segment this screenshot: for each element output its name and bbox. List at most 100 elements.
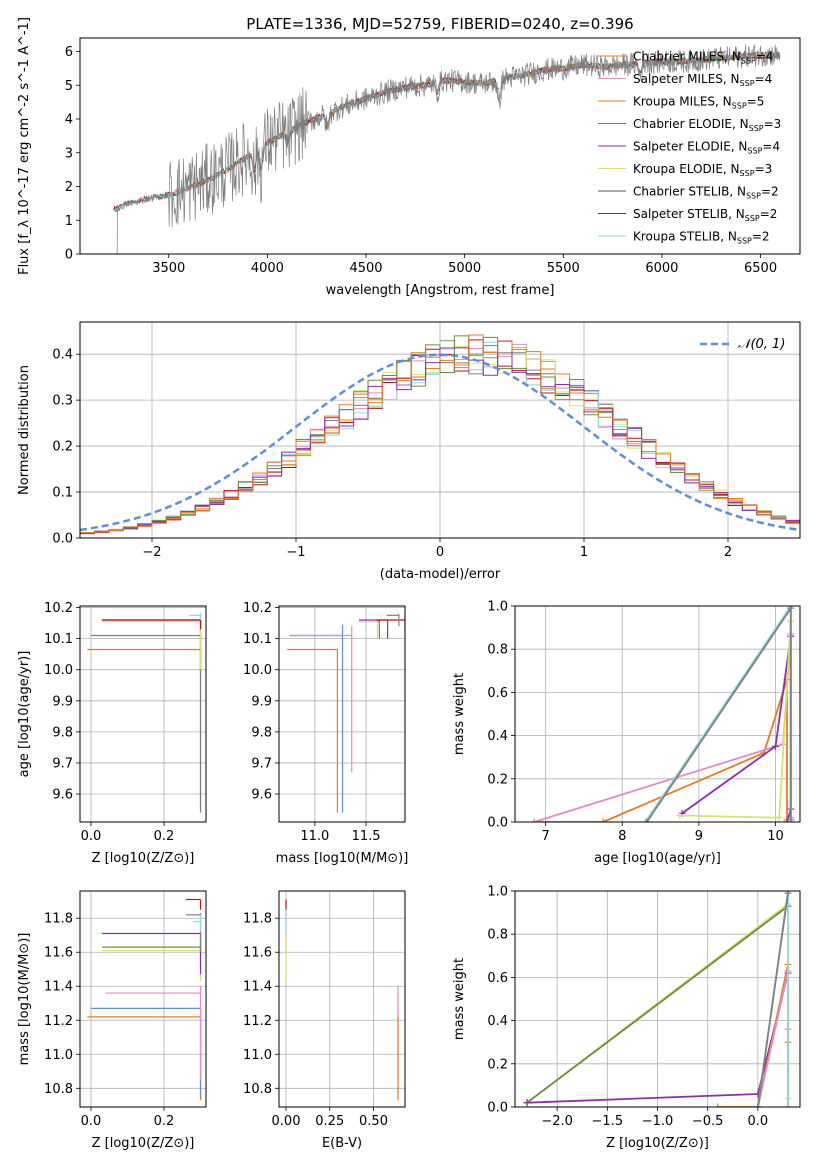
y-tick-label: 11.4 xyxy=(44,980,73,995)
y-tick-label: 11.8 xyxy=(243,912,272,927)
point-marker xyxy=(787,606,795,612)
y-tick-label: 10.0 xyxy=(44,663,73,678)
panel-massweight-vs-Z: −2.0 −1.5 −1.0 −0.5 0.0 0.0 0.2 0.4 0.6 0.8 1.0 Z [… xyxy=(452,885,801,1151)
legend: Chabrier MILES, NSSP=4 Salpeter MILES, NS… xyxy=(598,50,781,246)
y-tick-label: 11.6 xyxy=(243,946,272,961)
x-tick-label: 0.00 xyxy=(272,1114,301,1129)
x-axis-label: age [log10(age/yr)] xyxy=(594,851,721,866)
point-marker xyxy=(523,1099,531,1107)
y-tick-label: 0 xyxy=(65,248,73,263)
y-tick-label: 4 xyxy=(65,113,73,128)
y-tick-label: 0.6 xyxy=(487,686,508,701)
y-tick-label: 11.2 xyxy=(243,1014,272,1029)
legend-entry: Chabrier ELODIE, NSSP=3 xyxy=(633,117,781,133)
x-tick-label: 0.50 xyxy=(359,1114,388,1129)
x-tick-label: 4000 xyxy=(251,261,284,276)
y-tick-label: 10.2 xyxy=(44,601,73,616)
y-tick-label: 0.0 xyxy=(487,816,508,831)
x-tick-label: 0 xyxy=(436,545,444,560)
legend-entry: Chabrier STELIB, NSSP=2 xyxy=(633,185,779,201)
x-tick-label: 5500 xyxy=(547,261,580,276)
y-tick-label: 0.4 xyxy=(487,1014,508,1029)
panel-mass-vs-ebv: 0.00 0.25 0.50 10.8 11.0 11.2 11.4 11.6 11.8 E(B-… xyxy=(243,890,406,1151)
y-axis-label: mass weight xyxy=(452,958,467,1040)
y-axis-label: mass [log10(M/M⊙)] xyxy=(17,933,32,1066)
y-tick-label: 0.2 xyxy=(52,440,73,455)
x-tick-label: 1 xyxy=(580,545,588,560)
legend-entry: Salpeter STELIB, NSSP=2 xyxy=(633,207,777,223)
x-tick-label: 0.0 xyxy=(81,1114,102,1129)
y-tick-label: 11.6 xyxy=(44,946,73,961)
x-tick-label: 3500 xyxy=(152,261,185,276)
legend-entry: 𝒩(0, 1) xyxy=(738,337,785,352)
mass-weight-line xyxy=(717,964,789,1107)
y-tick-label: 2 xyxy=(65,180,73,195)
x-tick-label: 2 xyxy=(724,545,732,560)
x-axis-label: Z [log10(Z/Z⊙)] xyxy=(92,1136,195,1151)
axes-frame xyxy=(79,321,801,539)
y-axis-label: Normed distribution xyxy=(17,365,32,495)
y-tick-label: 10.1 xyxy=(243,632,272,647)
y-tick-label: 0.1 xyxy=(52,486,73,501)
x-axis-label: wavelength [Angstrom, rest frame] xyxy=(326,283,555,298)
y-tick-label: 10.8 xyxy=(44,1082,73,1097)
x-tick-label: −2.0 xyxy=(541,1114,573,1129)
x-tick-label: 9 xyxy=(695,829,703,844)
y-tick-label: 10.1 xyxy=(44,632,73,647)
point-marker xyxy=(754,1103,762,1107)
x-tick-label: −1 xyxy=(286,545,305,560)
x-tick-label: 0.2 xyxy=(154,1114,175,1129)
mass-weight-line xyxy=(681,636,792,822)
plot-area xyxy=(523,891,792,1107)
legend-entry: Kroupa STELIB, NSSP=2 xyxy=(633,230,770,246)
point-marker xyxy=(784,1103,792,1107)
y-tick-label: 10.0 xyxy=(243,663,272,678)
y-tick-label: 11.4 xyxy=(243,980,272,995)
x-tick-label: 0.25 xyxy=(315,1114,344,1129)
gaussian-curve xyxy=(80,353,800,532)
observed-spectrum xyxy=(113,44,781,254)
figure-title: PLATE=1336, MJD=52759, FIBERID=0240, z=0… xyxy=(246,15,633,33)
point-marker xyxy=(641,818,649,822)
y-tick-label: 1.0 xyxy=(487,600,508,615)
legend-entry: Salpeter MILES, NSSP=4 xyxy=(633,72,772,88)
plot-area xyxy=(87,613,202,813)
x-tick-label: 0.0 xyxy=(81,829,102,844)
histogram-step xyxy=(80,334,800,534)
point-marker xyxy=(787,816,795,822)
point-marker xyxy=(530,818,538,822)
axes-frame xyxy=(79,37,801,255)
point-marker xyxy=(783,818,791,822)
legend-entry: Kroupa MILES, NSSP=5 xyxy=(633,95,764,111)
y-tick-label: 9.8 xyxy=(52,725,73,740)
point-marker xyxy=(714,1103,722,1107)
histogram-step xyxy=(80,340,800,535)
y-tick-label: 5 xyxy=(65,79,73,94)
x-tick-label: 5000 xyxy=(448,261,481,276)
y-tick-label: 9.9 xyxy=(52,694,73,709)
x-tick-label: 11.0 xyxy=(300,829,329,844)
y-tick-label: 0.8 xyxy=(487,928,508,943)
y-tick-label: 9.7 xyxy=(52,756,73,771)
x-axis-label: Z [log10(Z/Z⊙)] xyxy=(92,851,195,866)
y-tick-label: 0.4 xyxy=(487,729,508,744)
panel-massweight-vs-age: 7 8 9 10 0.0 0.2 0.4 0.6 0.8 1.0 age [log10(age/yr… xyxy=(452,600,801,866)
x-tick-label: 4500 xyxy=(349,261,382,276)
point-marker xyxy=(643,818,651,822)
point-marker xyxy=(599,818,607,822)
y-tick-label: 0.2 xyxy=(487,1057,508,1072)
x-tick-label: −0.5 xyxy=(692,1114,724,1129)
x-tick-label: −1.0 xyxy=(642,1114,674,1129)
y-tick-label: 0.0 xyxy=(487,1101,508,1116)
axes-frame xyxy=(79,890,207,1108)
legend-entry: Chabrier MILES, NSSP=4 xyxy=(633,50,773,66)
x-tick-label: 0.2 xyxy=(154,829,175,844)
x-tick-label: −2 xyxy=(142,545,161,560)
y-tick-label: 11.0 xyxy=(243,1048,272,1063)
legend-entry: Kroupa ELODIE, NSSP=3 xyxy=(633,162,772,178)
y-tick-label: 3 xyxy=(65,146,73,161)
mass-weight-line xyxy=(644,606,792,822)
y-tick-label: 9.6 xyxy=(52,788,73,803)
y-tick-label: 9.8 xyxy=(251,725,272,740)
